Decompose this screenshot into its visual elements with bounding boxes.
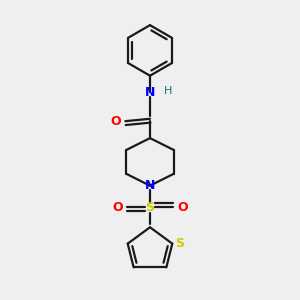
Text: S: S xyxy=(146,202,154,214)
Text: N: N xyxy=(145,85,155,98)
Text: O: O xyxy=(110,115,121,128)
Text: S: S xyxy=(175,237,184,250)
Text: O: O xyxy=(112,202,123,214)
Text: O: O xyxy=(177,202,188,214)
Text: H: H xyxy=(164,85,172,96)
Text: N: N xyxy=(145,179,155,192)
